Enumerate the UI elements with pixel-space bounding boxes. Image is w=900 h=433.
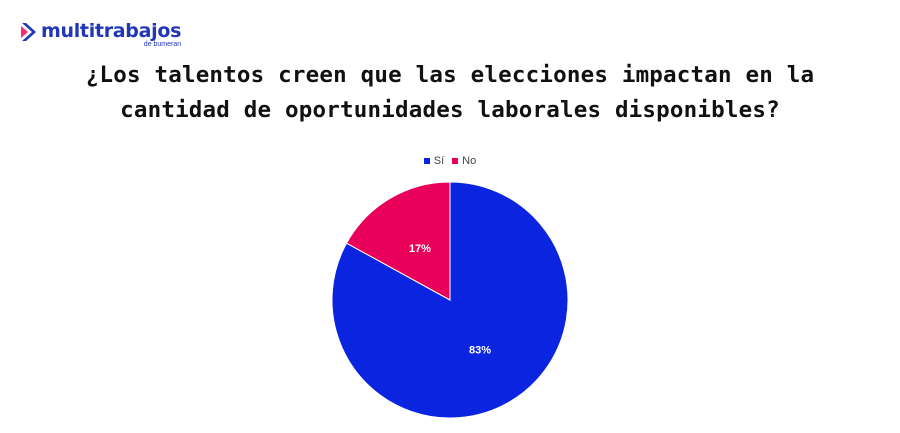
legend-swatch-no (452, 158, 459, 164)
legend-item-no[interactable]: No (452, 155, 476, 167)
multitrabajos-logo[interactable]: multitrabajos de bumeran (20, 20, 181, 48)
legend-label-si: Sí (433, 155, 445, 167)
logo-name: multitrabajos (41, 20, 182, 42)
legend-label-no: No (462, 155, 477, 167)
logo-chevron-icon (21, 23, 36, 41)
chart-title-line-1: ¿Los talentos creen que las elecciones i… (85, 62, 815, 88)
logo-text: multitrabajos de bumeran (41, 20, 181, 48)
pie-data-label-1: 17% (409, 243, 431, 255)
pie-data-label-0: 83% (469, 345, 491, 357)
chart-title: ¿Los talentos creen que las elecciones i… (0, 58, 900, 128)
legend-item-si[interactable]: Sí (423, 155, 445, 167)
chart-legend: Sí No (0, 155, 900, 167)
logo-subtitle: de bumeran (143, 41, 182, 48)
chart-title-line-2: cantidad de oportunidades laborales disp… (120, 97, 780, 123)
legend-swatch-si (423, 158, 430, 164)
pie-slice-no[interactable] (345, 181, 451, 301)
